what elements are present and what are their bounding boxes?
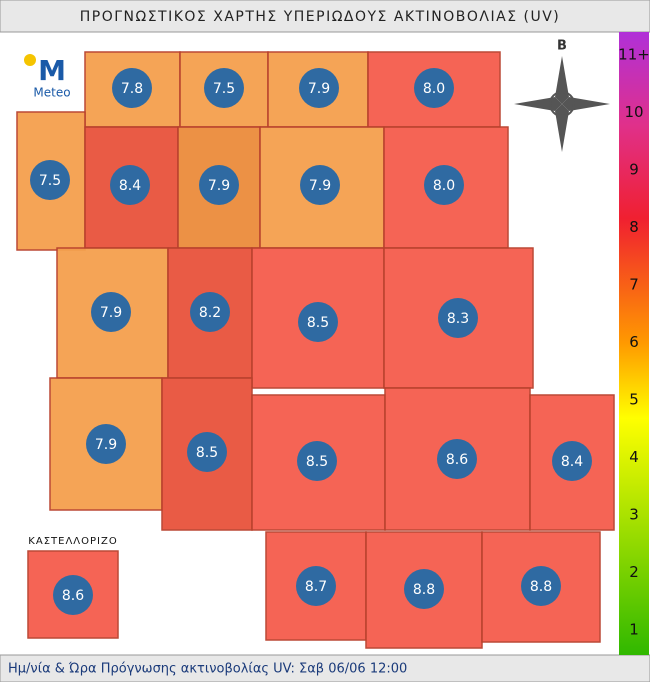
uv-marker: [297, 441, 337, 481]
uv-marker: [204, 68, 244, 108]
uv-value: 7.9: [308, 81, 330, 97]
title: ΠΡΟΓΝΩΣΤΙΚΟΣ ΧΑΡΤΗΣ ΥΠΕΡΙΩΔΟΥΣ ΑΚΤΙΝΟΒΟΛ…: [80, 9, 561, 25]
scale-label: 11+: [618, 46, 650, 64]
uv-marker: [296, 566, 336, 606]
uv-value: 8.4: [119, 178, 141, 194]
uv-value: 7.9: [100, 305, 122, 321]
uv-marker: [521, 566, 561, 606]
scale-label: 2: [629, 563, 639, 581]
inset-label: ΚΑΣΤΕΛΛΟΡΙΖΟ: [28, 536, 117, 547]
uv-scale: [619, 32, 649, 655]
uv-marker: [414, 68, 454, 108]
uv-value: 7.5: [213, 81, 235, 97]
logo-letter: M: [38, 54, 66, 87]
logo: M Meteo: [24, 54, 71, 100]
logo-text: Meteo: [33, 86, 70, 100]
footer: Ημ/νία & Ώρα Πρόγνωσης ακτινοβολίας UV: …: [8, 662, 407, 677]
compass: B: [514, 39, 610, 152]
scale-label: 8: [629, 218, 639, 236]
scale-label: 9: [629, 161, 639, 179]
uv-value: 8.4: [561, 454, 583, 470]
scale-label: 5: [629, 391, 639, 409]
uv-marker: [187, 432, 227, 472]
uv-marker: [199, 165, 239, 205]
uv-value: 8.8: [413, 582, 435, 598]
uv-value: 8.6: [446, 452, 468, 468]
uv-marker: [424, 165, 464, 205]
uv-value: 7.8: [121, 81, 143, 97]
uv-value: 8.5: [306, 454, 328, 470]
scale-label: 7: [629, 276, 639, 294]
scale-label: 4: [629, 448, 639, 466]
uv-value: 8.0: [433, 178, 455, 194]
uv-marker: [552, 441, 592, 481]
compass-north: B: [557, 39, 567, 54]
uv-marker: [404, 569, 444, 609]
uv-value: 8.2: [199, 305, 221, 321]
uv-value: 7.9: [309, 178, 331, 194]
uv-value: 8.5: [307, 315, 329, 331]
uv-marker: [53, 575, 93, 615]
region: [251, 247, 385, 389]
uv-value: 8.8: [530, 579, 552, 595]
scale-label: 10: [624, 103, 643, 121]
uv-value: 8.6: [62, 588, 84, 604]
uv-marker: [91, 292, 131, 332]
uv-value: 7.5: [39, 173, 61, 189]
uv-value: 8.0: [423, 81, 445, 97]
uv-marker: [437, 439, 477, 479]
uv-marker: [30, 160, 70, 200]
uv-marker: [86, 424, 126, 464]
uv-marker: [110, 165, 150, 205]
uv-marker: [438, 298, 478, 338]
uv-marker: [190, 292, 230, 332]
uv-marker: [112, 68, 152, 108]
uv-marker: [299, 68, 339, 108]
scale-label: 1: [629, 621, 639, 639]
compass-ring: [549, 91, 575, 117]
uv-value: 7.9: [95, 437, 117, 453]
scale-label: 3: [629, 506, 639, 524]
uv-value: 8.3: [447, 311, 469, 327]
uv-value: 8.7: [305, 579, 327, 595]
uv-value: 7.9: [208, 178, 230, 194]
title-bar: [0, 0, 650, 33]
scale-label: 6: [629, 333, 639, 351]
uv-value: 8.5: [196, 445, 218, 461]
uv-marker: [298, 302, 338, 342]
logo-sun: [24, 54, 36, 66]
uv-marker: [300, 165, 340, 205]
